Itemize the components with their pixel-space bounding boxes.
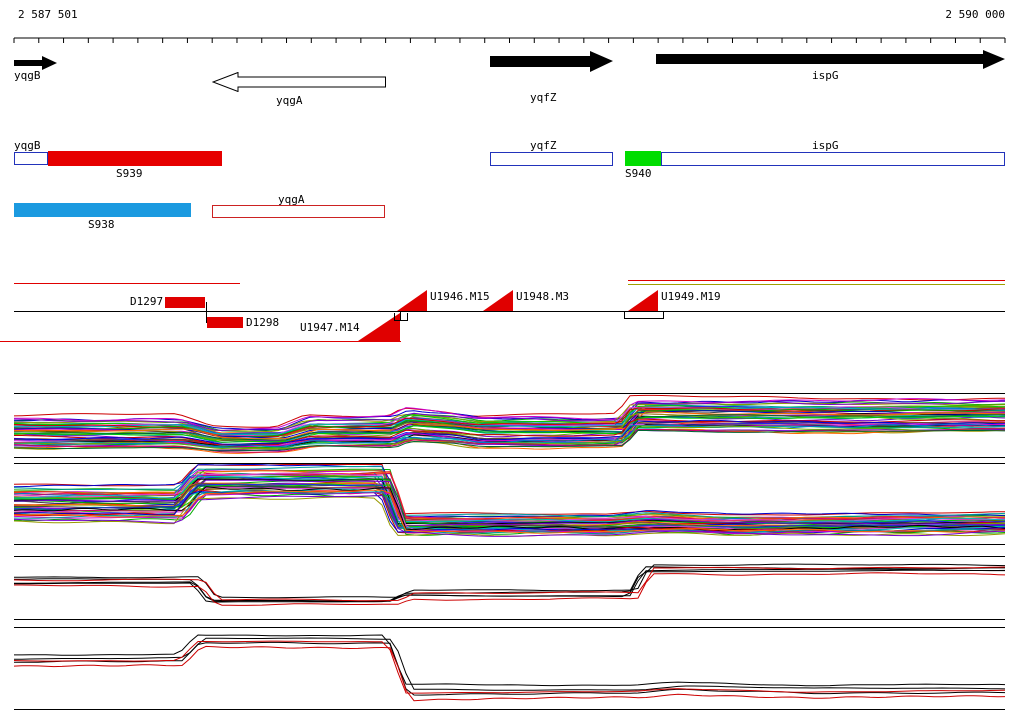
expression-line bbox=[14, 425, 1005, 450]
gene-arrow-yqfZ-shape bbox=[490, 51, 613, 72]
expression-panel-3 bbox=[14, 556, 1005, 620]
expression-line bbox=[14, 640, 1005, 694]
gene-label-yqgA: yqgA bbox=[276, 94, 303, 107]
gene-box-yqfZ[interactable] bbox=[490, 152, 613, 166]
expression-line bbox=[14, 494, 1005, 537]
expression-line bbox=[14, 414, 1005, 441]
gene-label-yqgB-annotation: yqgB bbox=[14, 139, 41, 152]
upshift-triangle-U1946[interactable] bbox=[397, 290, 427, 311]
gene-arrow-ispG[interactable] bbox=[656, 50, 1005, 69]
expression-line bbox=[14, 491, 1005, 535]
shift-bracket-right bbox=[624, 311, 664, 319]
region-start-coordinate: 2 587 501 bbox=[18, 8, 78, 21]
downshift-box-D1298[interactable] bbox=[207, 317, 243, 328]
downshift-label-D1298: D1298 bbox=[246, 316, 280, 329]
gene-label-ispG: ispG bbox=[812, 69, 839, 82]
shift-tick bbox=[400, 311, 401, 321]
expression-panel-1 bbox=[14, 393, 1005, 458]
expression-line bbox=[14, 464, 1005, 518]
expression-line bbox=[14, 406, 1005, 437]
shift-baseline bbox=[14, 311, 1005, 312]
expression-line bbox=[14, 429, 1005, 454]
segment-label-S940: S940 bbox=[625, 167, 652, 180]
expression-line bbox=[14, 572, 1005, 606]
expression-line bbox=[14, 400, 1005, 432]
expression-line bbox=[14, 406, 1005, 435]
shift-bracket bbox=[394, 313, 408, 321]
upshift-label-U1948: U1948.M3 bbox=[516, 290, 569, 303]
expression-line bbox=[14, 394, 1005, 428]
coordinate-ruler bbox=[13, 37, 1006, 43]
expression-line bbox=[14, 427, 1005, 453]
downshift-box-D1297[interactable] bbox=[165, 297, 205, 308]
expression-line bbox=[14, 489, 1005, 534]
upshift-triangle-U1949[interactable] bbox=[628, 290, 658, 311]
upshift-label-U1946: U1946.M15 bbox=[430, 290, 490, 303]
segment-box-S939[interactable] bbox=[48, 151, 222, 166]
expression-line bbox=[14, 399, 1005, 431]
expression-panel-2 bbox=[14, 463, 1005, 545]
expression-line bbox=[14, 398, 1005, 431]
gene-arrow-yqgA[interactable] bbox=[212, 72, 386, 92]
gene-arrow-yqgB-shape bbox=[14, 56, 57, 70]
gene-label-ispG-annotation: ispG bbox=[812, 139, 839, 152]
gene-arrow-yqgA-shape bbox=[212, 72, 386, 92]
segment-box-S940[interactable] bbox=[625, 151, 661, 166]
gene-box-yqgA[interactable] bbox=[212, 205, 385, 218]
shift-level-line-bottom bbox=[0, 341, 401, 342]
expression-line bbox=[14, 423, 1005, 448]
expression-line bbox=[14, 423, 1005, 449]
gene-arrow-yqfZ[interactable] bbox=[490, 51, 613, 72]
expression-line bbox=[14, 415, 1005, 443]
gene-label-yqgA-annotation: yqgA bbox=[278, 193, 305, 206]
expression-line bbox=[14, 569, 1005, 603]
expression-line bbox=[14, 476, 1005, 525]
expression-line bbox=[14, 407, 1005, 438]
expression-line bbox=[14, 641, 1005, 696]
shift-level-line-left bbox=[14, 283, 240, 284]
expression-line bbox=[14, 645, 1005, 702]
segment-label-S939: S939 bbox=[116, 167, 143, 180]
segment-label-S938: S938 bbox=[88, 218, 115, 231]
gene-arrow-ispG-shape bbox=[656, 50, 1005, 69]
expression-line bbox=[14, 493, 1005, 536]
expression-line bbox=[14, 563, 1005, 599]
upshift-triangle-U1947[interactable] bbox=[358, 313, 400, 341]
expression-line bbox=[14, 486, 1005, 531]
upshift-label-U1947: U1947.M14 bbox=[300, 321, 360, 334]
expression-line bbox=[14, 429, 1005, 452]
expression-line bbox=[14, 483, 1005, 529]
expression-line bbox=[14, 411, 1005, 440]
shift-level-line-right-olive bbox=[628, 284, 1005, 285]
region-end-coordinate: 2 590 000 bbox=[945, 8, 1005, 21]
expression-line bbox=[14, 419, 1005, 445]
expression-panel-4 bbox=[14, 627, 1005, 710]
expression-line bbox=[14, 566, 1005, 602]
gene-label-yqfZ-annotation: yqfZ bbox=[530, 139, 557, 152]
expression-line bbox=[14, 637, 1005, 691]
gene-label-yqfZ: yqfZ bbox=[530, 91, 557, 104]
upshift-triangle-U1948[interactable] bbox=[483, 290, 513, 311]
downshift-label-D1297: D1297 bbox=[130, 295, 164, 308]
shift-connector bbox=[206, 302, 207, 323]
expression-line bbox=[14, 479, 1005, 527]
expression-line bbox=[14, 466, 1005, 519]
gene-box-ispG[interactable] bbox=[661, 152, 1005, 166]
gene-box-yqgB[interactable] bbox=[14, 152, 48, 165]
shift-level-line-right bbox=[628, 280, 1005, 281]
segment-box-S938[interactable] bbox=[14, 203, 191, 217]
gene-label-yqgB: yqgB bbox=[14, 69, 41, 82]
upshift-label-U1949: U1949.M19 bbox=[661, 290, 721, 303]
expression-line bbox=[14, 478, 1005, 525]
expression-line bbox=[14, 634, 1005, 687]
gene-arrow-yqgB[interactable] bbox=[14, 56, 57, 70]
